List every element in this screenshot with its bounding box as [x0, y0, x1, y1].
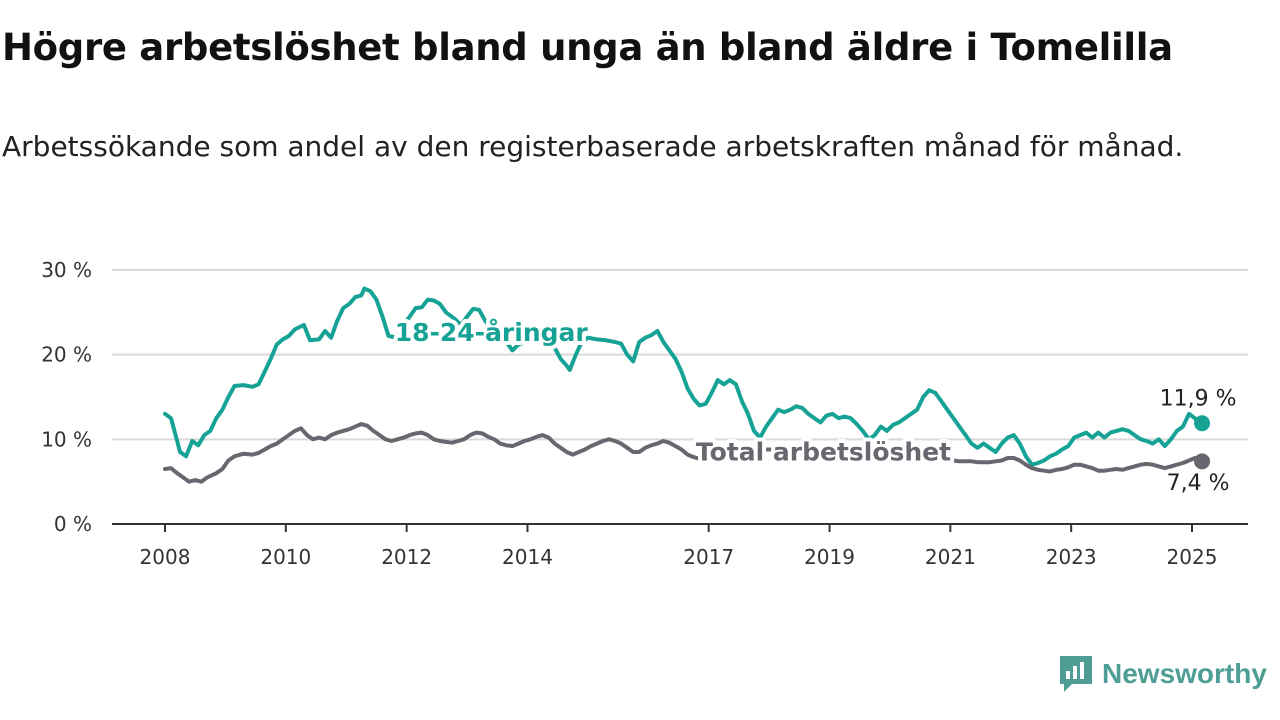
youth-line — [163, 286, 1200, 467]
series-labels: 18-24-åringar Total arbetslöshet 11,9 % 7,4… — [391, 314, 1237, 496]
total-line — [163, 422, 1200, 484]
x-axis: 2008 2010 2012 2014 2017 2019 2021 2023 2025 — [112, 523, 1248, 569]
x-tick-label: 2023 — [1046, 545, 1097, 569]
x-tick-label: 2017 — [683, 545, 734, 569]
chart-title: Högre arbetslöshet bland unga än bland ä… — [2, 26, 1173, 69]
series-lines — [163, 286, 1211, 484]
x-tick-label: 2019 — [804, 545, 855, 569]
y-tick-label: 0 % — [54, 512, 92, 536]
x-tick-label: 2010 — [260, 545, 311, 569]
line-chart: 0 % 10 % 20 % 30 % 2008 2010 2012 2014 2017 2019… — [41, 258, 1248, 569]
y-tick-label: 20 % — [41, 343, 92, 367]
youth-series-label: 18-24-åringar — [395, 318, 589, 347]
chart-subtitle: Arbetssökande som andel av den registerb… — [2, 130, 1184, 163]
newsworthy-logo-icon — [1060, 656, 1092, 692]
y-tick-label: 10 % — [41, 427, 92, 451]
y-axis-labels: 0 % 10 % 20 % 30 % — [41, 258, 92, 536]
gridlines — [112, 269, 1248, 441]
total-end-dot — [1194, 453, 1211, 470]
brand-name: Newsworthy — [1102, 658, 1267, 689]
total-series-label: Total arbetslöshet — [696, 438, 951, 467]
x-tick-label: 2008 — [140, 545, 191, 569]
y-tick-label: 30 % — [41, 258, 92, 282]
x-tick-label: 2014 — [502, 545, 553, 569]
newsworthy-brand: Newsworthy — [1058, 652, 1267, 696]
x-tick-label: 2012 — [381, 545, 432, 569]
youth-end-value: 11,9 % — [1160, 386, 1237, 411]
total-end-value: 7,4 % — [1167, 471, 1230, 496]
x-tick-label: 2021 — [925, 545, 976, 569]
youth-end-dot — [1194, 415, 1211, 432]
x-tick-label: 2025 — [1167, 545, 1218, 569]
